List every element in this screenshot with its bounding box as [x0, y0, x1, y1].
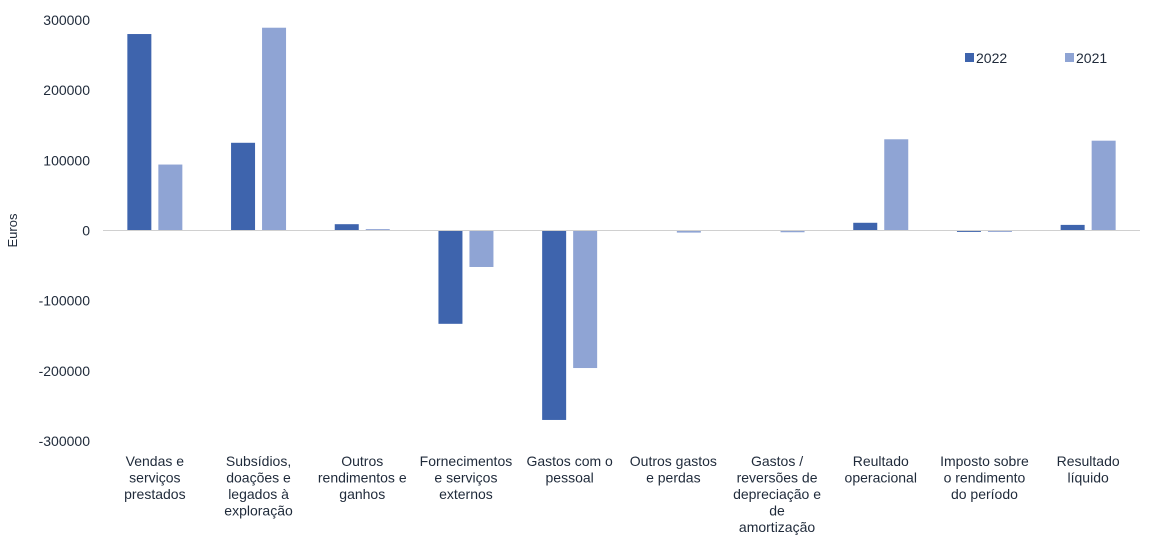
bars-group: [127, 27, 1116, 420]
bar-2021-3: [469, 230, 494, 267]
category-label-line: Fornecimentos: [420, 453, 513, 469]
y-tick-label: -200000: [39, 363, 91, 379]
bar-2021-4: [573, 230, 598, 369]
bar-2022-3: [438, 230, 463, 324]
category-label-line: legados à: [228, 486, 289, 502]
category-label-line: rendimentos e: [318, 470, 407, 486]
bar-2021-5: [676, 230, 701, 233]
y-tick-label: -100000: [39, 293, 91, 309]
category-labels: Vendas e serviços prestados Subsídios, doaçõ…: [124, 453, 1120, 535]
category-label-line: Outros: [341, 453, 383, 469]
category-label: Outros rendimentos e ganhos: [318, 453, 407, 502]
category-label: Gastos / reversões de depreciação e de amort…: [733, 453, 821, 535]
category-label-line: de: [769, 503, 785, 519]
category-label-line: e serviços: [434, 470, 497, 486]
category-label-line: líquido: [1068, 470, 1109, 486]
y-axis-label: Euros: [5, 213, 20, 247]
category-label: Gastos com o pessoal: [526, 453, 613, 486]
category-label-line: exploração: [224, 503, 293, 519]
category-label-line: Vendas e: [126, 453, 185, 469]
bar-2022-8: [956, 230, 981, 232]
category-label: Imposto sobre o rendimento do período: [940, 453, 1029, 502]
category-label-line: e perdas: [646, 470, 700, 486]
bar-2021-9: [1091, 140, 1116, 231]
bar-2022-2: [334, 224, 359, 231]
category-label: Vendas e serviços prestados: [124, 453, 185, 502]
bar-2022-9: [1060, 224, 1085, 231]
category-label: Fornecimentos e serviços externos: [420, 453, 513, 502]
category-label-line: Subsídios,: [226, 453, 291, 469]
category-label-line: prestados: [124, 486, 185, 502]
category-label-line: do período: [951, 486, 1018, 502]
category-label-line: Outros gastos: [630, 453, 717, 469]
bar-2021-8: [987, 230, 1012, 232]
category-label-line: operacional: [845, 470, 917, 486]
bar-2021-6: [780, 230, 805, 233]
y-tick-label: 0: [82, 223, 90, 239]
category-label: Subsídios, doações e legados à exploração: [224, 453, 293, 519]
category-label-line: amortização: [739, 519, 815, 535]
y-axis-ticks: 300000 200000 100000 0 -100000 -200000 -300000: [39, 12, 91, 449]
legend-swatch-2021: [1065, 53, 1074, 62]
category-label-line: Reultado: [853, 453, 909, 469]
category-label-line: Imposto sobre: [940, 453, 1029, 469]
bar-2022-1: [231, 142, 256, 231]
category-label-line: Gastos /: [751, 453, 803, 469]
legend-label: 2021: [1076, 50, 1107, 66]
bar-2021-7: [884, 139, 909, 231]
y-tick-label: 200000: [43, 82, 90, 98]
y-tick-label: 100000: [43, 152, 90, 168]
category-label-line: Resultado: [1057, 453, 1120, 469]
bar-2021-2: [365, 229, 390, 231]
bar-2022-7: [853, 222, 878, 231]
category-label-line: ganhos: [339, 486, 385, 502]
legend: 2022 2021: [965, 50, 1107, 66]
bar-2021-0: [158, 164, 183, 231]
category-label-line: doações e: [226, 470, 291, 486]
y-tick-label: -300000: [39, 433, 91, 449]
category-label-line: externos: [439, 486, 493, 502]
category-label: Resultado líquido: [1057, 453, 1120, 486]
bar-2022-4: [542, 230, 567, 420]
y-tick-label: 300000: [43, 12, 90, 28]
bar-2021-1: [262, 27, 287, 231]
category-label: Reultado operacional: [845, 453, 917, 486]
category-label: Outros gastos e perdas: [630, 453, 717, 486]
legend-swatch-2022: [965, 53, 974, 62]
category-label-line: serviços: [129, 470, 180, 486]
legend-label: 2022: [976, 50, 1007, 66]
bar-2022-0: [127, 34, 152, 231]
y-axis-title: Euros: [5, 213, 20, 247]
category-label-line: pessoal: [546, 470, 594, 486]
category-label-line: o rendimento: [944, 470, 1026, 486]
category-label-line: Gastos com o: [526, 453, 613, 469]
category-label-line: depreciação e: [733, 486, 821, 502]
category-label-line: reversões de: [737, 470, 818, 486]
